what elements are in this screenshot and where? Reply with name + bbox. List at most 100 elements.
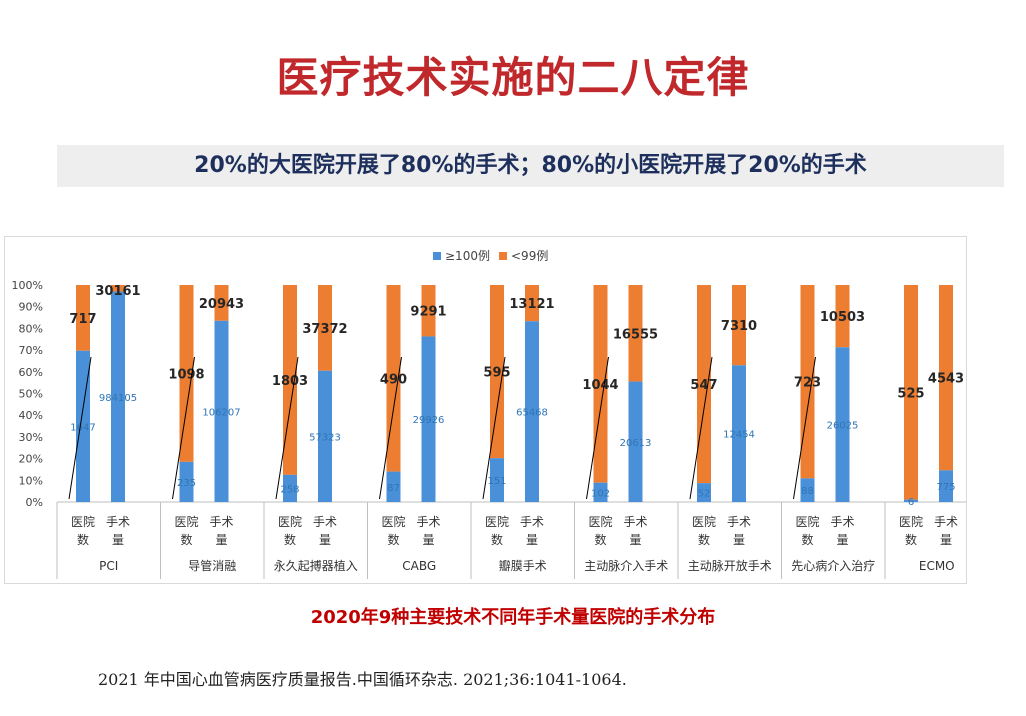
data-label-ge100: 984105 xyxy=(99,393,137,404)
bar-category-label: 医院 xyxy=(485,515,509,529)
group-label: ECMO xyxy=(919,559,955,573)
data-label-lt99: 595 xyxy=(483,366,510,381)
y-tick-label: 30% xyxy=(19,431,43,444)
data-label-lt99: 7310 xyxy=(721,319,757,334)
data-label-lt99: 1044 xyxy=(582,378,618,393)
bar-hospital-lt99 xyxy=(283,285,297,475)
bar-category-label: 量 xyxy=(629,533,641,547)
data-label-lt99: 4543 xyxy=(928,372,964,387)
bar-category-label: 量 xyxy=(319,533,331,547)
bar-surgery-ge100 xyxy=(628,381,643,502)
bar-category-label: 医院 xyxy=(899,515,923,529)
data-label-ge100: 87 xyxy=(387,483,400,494)
annotation-line xyxy=(68,356,92,500)
subtitle-band: 20%的大医院开展了80%的手术；80%的小医院开展了20%的手术 xyxy=(57,145,1004,187)
bar-hospital-ge100 xyxy=(490,458,504,502)
bar-surgery-lt99 xyxy=(732,285,746,366)
data-label-ge100: 258 xyxy=(280,484,299,495)
data-label-lt99: 37372 xyxy=(302,322,347,337)
bar-hospital-lt99 xyxy=(386,285,401,472)
bar-surgery-lt99 xyxy=(628,285,643,382)
bar-surgery-lt99 xyxy=(421,285,436,337)
y-tick-label: 90% xyxy=(19,301,43,314)
annotation-line xyxy=(689,356,713,500)
bar-category-label: 量 xyxy=(733,533,745,547)
data-label-ge100: 106207 xyxy=(202,407,240,418)
data-label-lt99: 525 xyxy=(897,386,924,401)
chart-container: 0% 10% 20% 30% 40% 50% 60% 70% 80% 90% 100% ≥100例 <9… xyxy=(4,236,967,584)
legend-label-ge100: ≥100例 xyxy=(445,249,490,263)
data-label-ge100: 26025 xyxy=(827,421,859,432)
page-title: 医疗技术实施的二八定律 xyxy=(276,53,750,102)
chart-caption: 2020年9种主要技术不同年手术量医院的手术分布 xyxy=(310,607,716,628)
bar-surgery-ge100 xyxy=(421,336,436,502)
data-label-ge100: 775 xyxy=(936,482,955,493)
bar-category-label: 手术 xyxy=(416,515,440,529)
reference-citation: 2021 年中国心血管病医疗质量报告.中国循环杂志. 2021;36:1041-… xyxy=(98,670,627,689)
bar-surgery-ge100 xyxy=(732,365,746,502)
y-tick-label: 50% xyxy=(19,388,43,401)
bar-category-label: 医院 xyxy=(588,515,612,529)
bar-surgery-lt99 xyxy=(318,285,332,371)
bar-category-label: 数 xyxy=(387,532,399,547)
bar-surgery-ge100 xyxy=(318,370,332,502)
bar-category-label: 手术 xyxy=(209,515,233,529)
bar-category-label: 手术 xyxy=(623,515,647,529)
bar-category-label: 医院 xyxy=(692,515,716,529)
data-label-lt99: 1098 xyxy=(168,367,204,382)
bar-category-label: 数 xyxy=(594,532,606,547)
data-label-lt99: 717 xyxy=(69,312,96,327)
data-label-ge100: 20613 xyxy=(620,438,652,449)
bar-category-label: 数 xyxy=(180,532,192,547)
data-label-ge100: 65468 xyxy=(516,408,548,419)
bar-category-label: 量 xyxy=(422,533,434,547)
y-tick-label: 100% xyxy=(12,279,43,292)
bar-hospital-lt99 xyxy=(490,285,504,459)
data-label-ge100: 1647 xyxy=(70,422,95,433)
bar-hospital-ge100 xyxy=(800,478,815,502)
bar-category-label: 量 xyxy=(215,533,227,547)
data-label-ge100: 12454 xyxy=(723,430,755,441)
bar-surgery-lt99 xyxy=(214,285,229,321)
legend-label-lt99: <99例 xyxy=(511,249,548,263)
bar-category-label: 手术 xyxy=(727,515,751,529)
data-label-ge100: 52 xyxy=(698,489,711,500)
group-label: PCI xyxy=(99,559,118,573)
stacked-bar-chart: 0% 10% 20% 30% 40% 50% 60% 70% 80% 90% 100% ≥100例 <9… xyxy=(12,249,966,579)
bar-hospital-lt99 xyxy=(76,285,90,351)
bar-category-label: 数 xyxy=(491,532,503,547)
data-label-lt99: 1803 xyxy=(272,374,308,389)
data-label-ge100: 29926 xyxy=(413,415,445,426)
group-label: CABG xyxy=(402,559,436,573)
legend-swatch-lt99 xyxy=(499,252,507,260)
bar-category-label: 手术 xyxy=(520,515,544,529)
bar-category-label: 医院 xyxy=(71,515,95,529)
data-label-lt99: 16555 xyxy=(613,327,658,342)
bar-surgery-lt99 xyxy=(111,285,125,292)
bar-hospital-lt99 xyxy=(179,285,194,462)
bar-category-label: 医院 xyxy=(381,515,405,529)
bar-category-label: 数 xyxy=(77,532,89,547)
y-tick-label: 70% xyxy=(19,344,43,357)
y-tick-label: 0% xyxy=(26,496,43,509)
y-tick-label: 60% xyxy=(19,366,43,379)
bar-surgery-ge100 xyxy=(939,470,953,502)
data-label-lt99: 547 xyxy=(690,378,717,393)
data-label-lt99: 9291 xyxy=(410,305,446,320)
group-label: 导管消融 xyxy=(188,558,236,573)
y-tick-label: 20% xyxy=(19,453,43,466)
subtitle: 20%的大医院开展了80%的手术；80%的小医院开展了20%的手术 xyxy=(194,153,867,178)
bar-category-label: 手术 xyxy=(830,515,854,529)
bar-category-label: 数 xyxy=(698,532,710,547)
annotation-line xyxy=(586,356,609,500)
annotation-line xyxy=(379,356,402,500)
bar-category-label: 数 xyxy=(284,532,296,547)
annotation-line xyxy=(482,356,506,500)
data-label-lt99: 10503 xyxy=(820,310,865,325)
bar-surgery-lt99 xyxy=(939,285,953,471)
bar-hospital-ge100 xyxy=(904,499,918,502)
bar-hospital-ge100 xyxy=(697,483,711,502)
group-label: 永久起搏器植入 xyxy=(274,558,358,573)
data-label-ge100: 88 xyxy=(801,486,814,497)
bar-category-label: 数 xyxy=(801,532,813,547)
